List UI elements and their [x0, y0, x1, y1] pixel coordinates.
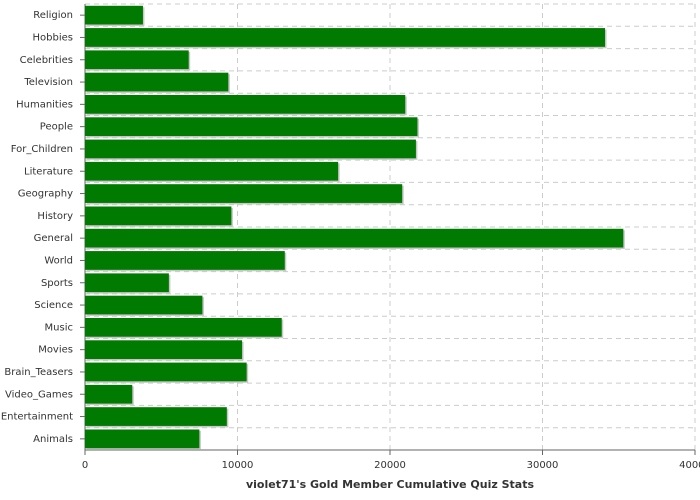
bar — [85, 429, 200, 449]
bar — [85, 161, 339, 181]
y-tick-label: History — [37, 211, 73, 222]
y-tick-label: General — [34, 233, 73, 244]
bar — [85, 94, 406, 114]
bar — [85, 206, 232, 226]
bar — [85, 317, 282, 337]
bar — [85, 407, 227, 426]
y-tick-label: Humanities — [16, 99, 73, 110]
bar — [85, 251, 285, 270]
y-tick-label: Literature — [24, 166, 73, 177]
bar — [85, 139, 416, 159]
x-tick-label: 30000 — [527, 460, 559, 471]
y-tick-label: Hobbies — [33, 32, 73, 43]
y-tick-label: Movies — [38, 345, 73, 356]
y-tick-label: Science — [34, 300, 73, 311]
bar — [85, 228, 624, 248]
y-tick-label: People — [40, 122, 73, 133]
bar — [85, 5, 143, 25]
y-tick-label: For_Children — [11, 144, 73, 155]
bar — [85, 184, 403, 203]
y-tick-label: Celebrities — [20, 55, 73, 66]
bar — [85, 384, 133, 404]
bar — [85, 362, 247, 382]
y-tick-label: Television — [23, 77, 73, 88]
bar — [85, 117, 418, 137]
y-tick-label: Religion — [33, 10, 73, 21]
x-tick-label: 20000 — [374, 460, 406, 471]
y-tick-label: Brain_Teasers — [4, 367, 73, 378]
chart-title: violet71's Gold Member Cumulative Quiz S… — [246, 478, 534, 491]
x-tick-label: 0 — [82, 460, 88, 471]
y-tick-label: Sports — [41, 278, 73, 289]
y-tick-label: Geography — [18, 189, 73, 200]
y-tick-label: Music — [45, 322, 73, 333]
bar — [85, 28, 606, 47]
bar — [85, 50, 189, 70]
y-tick-label: Video_Games — [5, 389, 73, 400]
bar — [85, 72, 229, 92]
bar — [85, 295, 203, 315]
x-tick-label: 10000 — [222, 460, 254, 471]
y-tick-label: Entertainment — [1, 412, 73, 423]
y-tick-label: World — [44, 255, 73, 266]
bar — [85, 340, 243, 360]
bar — [85, 273, 169, 293]
y-tick-label: Animals — [33, 434, 73, 445]
x-tick-label: 40000 — [679, 460, 700, 471]
